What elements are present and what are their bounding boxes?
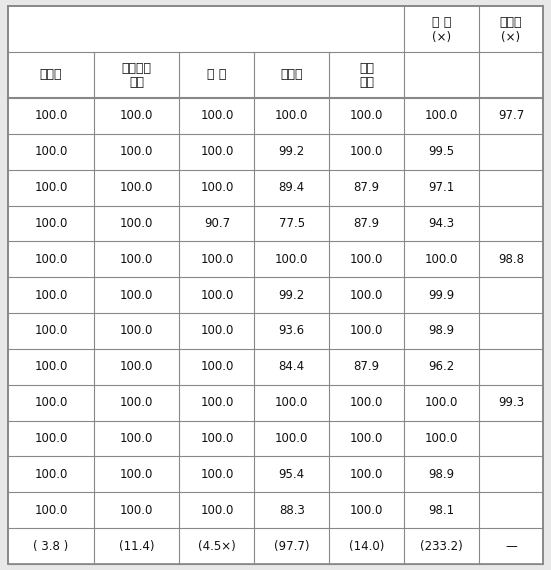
Text: 四叶蕀: 四叶蕀 <box>280 68 303 82</box>
Text: 100.0: 100.0 <box>120 324 153 337</box>
Text: 98.8: 98.8 <box>498 253 524 266</box>
Text: 100.0: 100.0 <box>34 145 68 158</box>
Text: 99.2: 99.2 <box>279 288 305 302</box>
Text: 100.0: 100.0 <box>200 181 234 194</box>
Text: 100.0: 100.0 <box>34 217 68 230</box>
Text: (4.5×): (4.5×) <box>198 540 236 552</box>
Text: 100.0: 100.0 <box>200 504 234 517</box>
Text: —: — <box>505 540 517 552</box>
Text: 100.0: 100.0 <box>350 288 383 302</box>
Text: 100.0: 100.0 <box>200 396 234 409</box>
Text: 100.0: 100.0 <box>350 324 383 337</box>
Text: 100.0: 100.0 <box>34 324 68 337</box>
Text: 99.5: 99.5 <box>429 145 455 158</box>
Text: 100.0: 100.0 <box>120 145 153 158</box>
Text: 100.0: 100.0 <box>200 324 234 337</box>
Text: 100.0: 100.0 <box>425 396 458 409</box>
Text: 藻类: 藻类 <box>359 75 374 88</box>
Text: 98.9: 98.9 <box>429 324 455 337</box>
Text: 贻绿: 贻绿 <box>129 75 144 88</box>
Text: 100.0: 100.0 <box>200 145 234 158</box>
Text: 100.0: 100.0 <box>120 288 153 302</box>
Text: 100.0: 100.0 <box>34 396 68 409</box>
Text: 77.5: 77.5 <box>279 217 305 230</box>
Text: 100.0: 100.0 <box>34 468 68 481</box>
Text: 100.0: 100.0 <box>275 396 309 409</box>
Text: 100.0: 100.0 <box>34 288 68 302</box>
Text: 100.0: 100.0 <box>120 360 153 373</box>
Text: 100.0: 100.0 <box>200 253 234 266</box>
Text: 100.0: 100.0 <box>275 253 309 266</box>
Text: 100.0: 100.0 <box>350 109 383 123</box>
Text: 98.1: 98.1 <box>429 504 455 517</box>
Text: 98.9: 98.9 <box>429 468 455 481</box>
Text: (11.4): (11.4) <box>119 540 154 552</box>
Text: 100.0: 100.0 <box>120 396 153 409</box>
Text: 99.9: 99.9 <box>429 288 455 302</box>
Text: 100.0: 100.0 <box>120 109 153 123</box>
Text: (97.7): (97.7) <box>274 540 310 552</box>
Text: 100.0: 100.0 <box>275 432 309 445</box>
Text: 100.0: 100.0 <box>425 432 458 445</box>
Text: 88.3: 88.3 <box>279 504 305 517</box>
Text: 100.0: 100.0 <box>425 109 458 123</box>
Text: 100.0: 100.0 <box>350 145 383 158</box>
Text: 94.3: 94.3 <box>429 217 455 230</box>
Text: 97.1: 97.1 <box>429 181 455 194</box>
Text: 沉水: 沉水 <box>359 62 374 75</box>
Text: 97.7: 97.7 <box>498 109 524 123</box>
Text: 总平均: 总平均 <box>500 17 522 30</box>
Text: 100.0: 100.0 <box>34 181 68 194</box>
Text: (×): (×) <box>501 31 521 43</box>
Text: 95.4: 95.4 <box>279 468 305 481</box>
Text: 100.0: 100.0 <box>200 109 234 123</box>
Text: 100.0: 100.0 <box>120 468 153 481</box>
Text: ( 3.8 ): ( 3.8 ) <box>33 540 68 552</box>
Text: 100.0: 100.0 <box>425 253 458 266</box>
Text: 100.0: 100.0 <box>350 432 383 445</box>
Text: 100.0: 100.0 <box>34 360 68 373</box>
Text: 89.4: 89.4 <box>279 181 305 194</box>
Text: (14.0): (14.0) <box>349 540 385 552</box>
Text: 87.9: 87.9 <box>354 181 380 194</box>
Text: 87.9: 87.9 <box>354 360 380 373</box>
Text: 100.0: 100.0 <box>200 288 234 302</box>
Text: 99.3: 99.3 <box>498 396 524 409</box>
Text: 96.2: 96.2 <box>429 360 455 373</box>
Text: 100.0: 100.0 <box>34 253 68 266</box>
Text: 100.0: 100.0 <box>200 432 234 445</box>
Text: 100.0: 100.0 <box>34 109 68 123</box>
Text: 褐上素: 褐上素 <box>40 68 62 82</box>
Text: 三棱茱沟: 三棱茱沟 <box>122 62 152 75</box>
Text: 100.0: 100.0 <box>350 396 383 409</box>
Text: 93.6: 93.6 <box>279 324 305 337</box>
Text: (233.2): (233.2) <box>420 540 463 552</box>
Text: 100.0: 100.0 <box>350 504 383 517</box>
Text: 100.0: 100.0 <box>350 253 383 266</box>
Text: 99.2: 99.2 <box>279 145 305 158</box>
Text: 100.0: 100.0 <box>34 504 68 517</box>
Text: 100.0: 100.0 <box>200 360 234 373</box>
Text: (×): (×) <box>432 31 451 43</box>
Text: 100.0: 100.0 <box>120 504 153 517</box>
Text: 平 均: 平 均 <box>432 17 451 30</box>
Text: 水 绹: 水 绹 <box>207 68 226 82</box>
Text: 100.0: 100.0 <box>200 468 234 481</box>
Text: 100.0: 100.0 <box>34 432 68 445</box>
Text: 87.9: 87.9 <box>354 217 380 230</box>
Text: 100.0: 100.0 <box>120 217 153 230</box>
Text: 90.7: 90.7 <box>204 217 230 230</box>
Text: 100.0: 100.0 <box>275 109 309 123</box>
Text: 84.4: 84.4 <box>279 360 305 373</box>
Text: 100.0: 100.0 <box>350 468 383 481</box>
Text: 100.0: 100.0 <box>120 253 153 266</box>
Text: 100.0: 100.0 <box>120 181 153 194</box>
Text: 100.0: 100.0 <box>120 432 153 445</box>
